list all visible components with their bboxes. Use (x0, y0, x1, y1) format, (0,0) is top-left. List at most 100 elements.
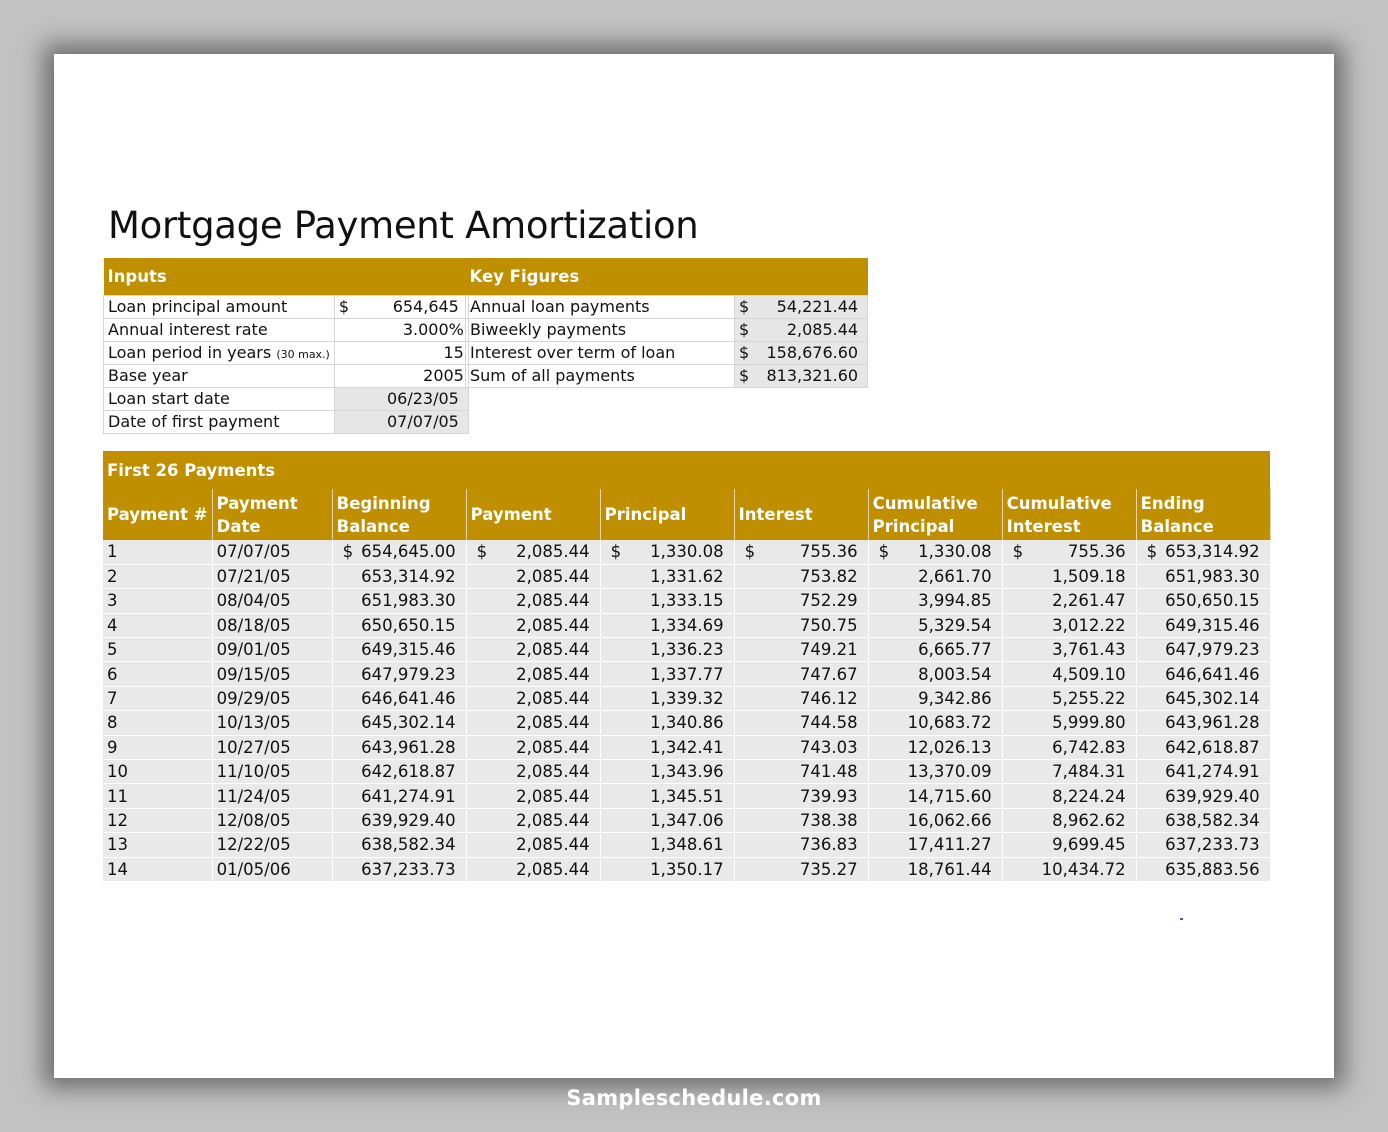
amount: 2,085.44 (516, 737, 590, 757)
payment-number: 3 (107, 591, 118, 611)
amount: 744.58 (799, 713, 858, 733)
payment-cell: 10/13/05 (212, 710, 333, 736)
input-currency (333, 317, 363, 342)
payment-cell: 650,650.15 (332, 613, 467, 639)
input-currency (333, 386, 363, 411)
currency-value: $2,085.44 (471, 542, 596, 561)
amount: 1,333.15 (650, 591, 724, 611)
payment-cell: 3 (103, 588, 213, 614)
amount: 5,255.22 (1052, 689, 1126, 709)
payment-cell: 641,274.91 (1136, 759, 1271, 785)
input-currency (333, 409, 363, 434)
input-value[interactable]: 15 (362, 340, 469, 365)
amount: 650,650.15 (361, 615, 456, 635)
amount: 6,665.77 (918, 640, 992, 660)
payment-date: 09/15/05 (216, 664, 291, 684)
input-value[interactable]: 06/23/05 (362, 386, 469, 411)
payment-number: 2 (107, 567, 118, 587)
input-label: Annual interest rate (108, 320, 268, 339)
payment-cell: 749.21 (734, 637, 869, 663)
amount: 641,274.91 (361, 786, 456, 806)
payment-cell: 2,085.44 (466, 735, 601, 761)
payment-cell: 635,883.56 (1136, 857, 1271, 882)
input-row: Loan principal amount $654,645 (103, 294, 469, 319)
input-value[interactable]: 3.000% (362, 317, 469, 342)
payment-cell: 651,983.30 (1136, 564, 1271, 590)
payment-cell: 637,233.73 (332, 857, 467, 882)
input-value[interactable]: 07/07/05 (362, 409, 469, 434)
amount: 642,618.87 (361, 762, 456, 782)
column-header-line: Payment (216, 493, 298, 513)
amount: 639,929.40 (361, 810, 456, 830)
input-row: Loan period in years (30 max.) 15 (103, 340, 469, 365)
payment-cell: 738.38 (734, 808, 869, 834)
column-header: Beginning Balance (332, 489, 467, 540)
payment-cell: 641,274.91 (332, 783, 467, 809)
amount: 638,582.34 (1165, 810, 1260, 830)
payment-cell: 639,929.40 (332, 808, 467, 834)
payment-cell: 638,582.34 (332, 832, 467, 858)
payment-cell: 1,348.61 (600, 832, 735, 858)
currency-symbol: $ (744, 542, 756, 562)
payment-date: 08/04/05 (216, 591, 291, 611)
payment-cell: 645,302.14 (332, 710, 467, 736)
payment-number: 6 (107, 664, 118, 684)
column-header: Cumulative Interest (1002, 489, 1137, 540)
input-value[interactable]: 654,645 (362, 294, 469, 319)
page-title: Mortgage Payment Amortization (108, 204, 699, 247)
amount: 746.12 (799, 689, 858, 709)
payment-cell: 1,347.06 (600, 808, 735, 834)
amount: 5,999.80 (1052, 713, 1126, 733)
inputs-header: Inputs (103, 258, 469, 295)
amount: 642,618.87 (1165, 737, 1260, 757)
payment-cell: 1,336.23 (600, 637, 735, 663)
amount: 3,761.43 (1052, 640, 1126, 660)
amount: 1,348.61 (650, 835, 724, 855)
payment-cell: 01/05/06 (212, 857, 333, 882)
payment-cell: 07/21/05 (212, 564, 333, 590)
amount: 643,961.28 (1165, 713, 1260, 733)
payment-cell: 752.29 (734, 588, 869, 614)
payment-number: 10 (107, 762, 128, 782)
amount: 2,085.44 (516, 859, 590, 879)
amount: 2,085.44 (516, 542, 590, 562)
amount: 637,233.73 (1165, 835, 1260, 855)
amount: 645,302.14 (1165, 689, 1260, 709)
payment-cell: 1,343.96 (600, 759, 735, 785)
amount: 645,302.14 (361, 713, 456, 733)
payment-cell: 2,085.44 (466, 661, 601, 687)
amount: 1,345.51 (650, 786, 724, 806)
amount: 1,343.96 (650, 762, 724, 782)
payment-cell: 9,699.45 (1002, 832, 1137, 858)
payment-row: 10 11/10/05 642,618.87 2,085.44 1,343.96 741.… (103, 759, 1271, 785)
amount: 752.29 (799, 591, 858, 611)
payment-cell: 637,233.73 (1136, 832, 1271, 858)
input-value[interactable]: 2005 (362, 363, 469, 388)
amount: 1,339.32 (650, 689, 724, 709)
currency-value: $755.36 (739, 542, 864, 561)
amount: 646,641.46 (1165, 664, 1260, 684)
payment-cell: 639,929.40 (1136, 783, 1271, 809)
payment-cell: 16,062.66 (868, 808, 1003, 834)
payment-cell: 1,509.18 (1002, 564, 1137, 590)
payment-number: 8 (107, 713, 118, 733)
key-figure-row: Sum of all payments $813,321.60 (465, 363, 869, 388)
amount: 649,315.46 (361, 640, 456, 660)
payment-cell: 2,085.44 (466, 783, 601, 809)
amount: 2,085.44 (516, 615, 590, 635)
payment-number: 12 (107, 810, 128, 830)
amount: 651,983.30 (361, 591, 456, 611)
payment-cell: 2,085.44 (466, 832, 601, 858)
amount: 8,224.24 (1052, 786, 1126, 806)
payment-cell: 743.03 (734, 735, 869, 761)
amount: 1,334.69 (650, 615, 724, 635)
currency-symbol: $ (1146, 542, 1158, 562)
input-label-cell: Base year (103, 363, 335, 388)
amount: 739.93 (799, 786, 858, 806)
amount: 2,085.44 (516, 786, 590, 806)
amount: 8,962.62 (1052, 810, 1126, 830)
key-figure-value: 158,676.60 (762, 340, 869, 365)
amount: 651,983.30 (1165, 567, 1260, 587)
amount: 654,645.00 (361, 542, 456, 562)
stray-dot (1180, 918, 1183, 920)
